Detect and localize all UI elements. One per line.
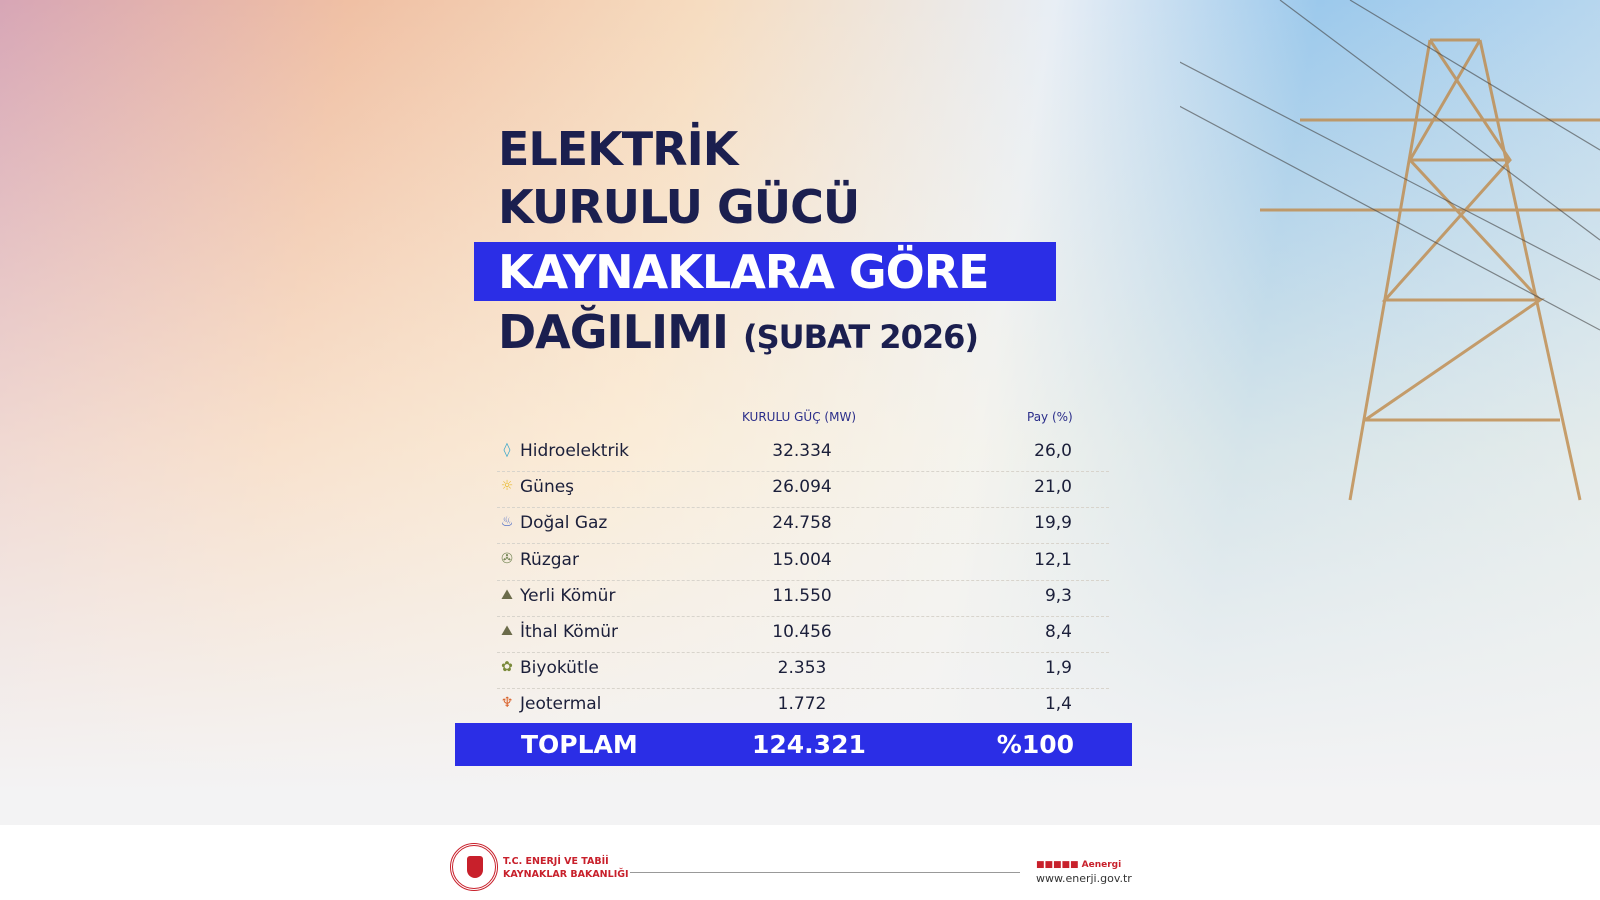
total-label: TOPLAM bbox=[521, 730, 638, 759]
table-row: ◊ Hidroelektrik 32.334 26,0 bbox=[497, 436, 1109, 472]
table-row: ☼ Güneş 26.094 21,0 bbox=[497, 472, 1109, 509]
power-tower-image bbox=[1180, 0, 1600, 501]
footer-divider bbox=[630, 872, 1020, 873]
capacity-value: 1.772 bbox=[777, 694, 827, 715]
social-handle: Aenergi bbox=[1081, 860, 1122, 870]
title-line-3: KAYNAKLARA GÖRE bbox=[498, 245, 990, 299]
table-row: ♨ Doğal Gaz 24.758 19,9 bbox=[497, 508, 1109, 545]
biomass-icon: ✿ bbox=[501, 659, 513, 676]
table-row: ♆ Jeotermal 1.772 1,4 bbox=[497, 689, 1109, 726]
source-name: Biyokütle bbox=[520, 658, 599, 679]
ministry-logo bbox=[450, 843, 498, 891]
footer bbox=[0, 825, 1600, 900]
website-link[interactable]: www.enerji.gov.tr bbox=[1036, 872, 1132, 885]
table-row: ⛰ İthal Kömür 10.456 8,4 bbox=[497, 617, 1109, 653]
table-row: ✇ Rüzgar 15.004 12,1 bbox=[497, 545, 1109, 581]
title-line-4-text: DAĞILIMI bbox=[498, 305, 729, 359]
share-value: 1,9 bbox=[1044, 658, 1072, 679]
total-row: TOPLAM 124.321 %100 bbox=[455, 723, 1132, 766]
ministry-line-1: T.C. ENERJİ VE TABİİ bbox=[503, 856, 609, 867]
title-line-2: KURULU GÜCÜ bbox=[498, 180, 860, 234]
capacity-value: 11.550 bbox=[772, 585, 832, 606]
gas-flame-icon: ♨ bbox=[500, 514, 514, 531]
sun-icon: ☼ bbox=[500, 478, 514, 495]
water-drop-icon: ◊ bbox=[503, 442, 511, 458]
ministry-name: T.C. ENERJİ VE TABİİ KAYNAKLAR BAKANLIĞI bbox=[503, 855, 629, 881]
share-value: 8,4 bbox=[1044, 622, 1072, 642]
share-value: 19,9 bbox=[1034, 513, 1072, 534]
source-name: Doğal Gaz bbox=[520, 513, 608, 534]
share-value: 21,0 bbox=[1034, 477, 1072, 498]
capacity-value: 24.758 bbox=[772, 513, 832, 534]
capacity-value: 15.004 bbox=[772, 549, 832, 570]
share-value: 12,1 bbox=[1034, 549, 1072, 570]
source-name: Rüzgar bbox=[520, 549, 579, 570]
capacity-value: 32.334 bbox=[772, 441, 832, 461]
geothermal-icon: ♆ bbox=[500, 695, 514, 712]
source-name: İthal Kömür bbox=[520, 622, 619, 642]
header-capacity: KURULU GÜÇ (MW) bbox=[742, 410, 856, 424]
capacity-value: 10.456 bbox=[772, 622, 832, 642]
coal-icon: ⛰ bbox=[501, 586, 513, 603]
share-value: 26,0 bbox=[1034, 441, 1072, 461]
social-links[interactable]: ■■■■■ Aenergi bbox=[1036, 860, 1122, 870]
coal-icon: ⛰ bbox=[501, 623, 513, 639]
table-row: ✿ Biyokütle 2.353 1,9 bbox=[497, 653, 1109, 690]
wind-turbine-icon: ✇ bbox=[501, 550, 513, 567]
table-row: ⛰ Yerli Kömür 11.550 9,3 bbox=[497, 581, 1109, 617]
source-name: Yerli Kömür bbox=[520, 585, 616, 606]
share-value: 9,3 bbox=[1044, 585, 1072, 606]
source-name: Hidroelektrik bbox=[520, 441, 630, 461]
total-pct: %100 bbox=[996, 730, 1074, 759]
total-mw: 124.321 bbox=[752, 730, 866, 759]
capacity-value: 2.353 bbox=[777, 658, 827, 679]
title-line-4: DAĞILIMI (ŞUBAT 2026) bbox=[498, 305, 979, 359]
header-share: Pay (%) bbox=[1027, 410, 1073, 424]
source-name: Jeotermal bbox=[520, 694, 602, 715]
share-value: 1,4 bbox=[1044, 694, 1072, 715]
title-line-1: ELEKTRİK bbox=[498, 122, 738, 176]
title-highlight: KAYNAKLARA GÖRE bbox=[474, 242, 1056, 301]
source-name: Güneş bbox=[520, 477, 575, 498]
ministry-line-2: KAYNAKLAR BAKANLIĞI bbox=[503, 869, 629, 880]
title-period: (ŞUBAT 2026) bbox=[743, 318, 979, 356]
capacity-value: 26.094 bbox=[772, 477, 832, 498]
